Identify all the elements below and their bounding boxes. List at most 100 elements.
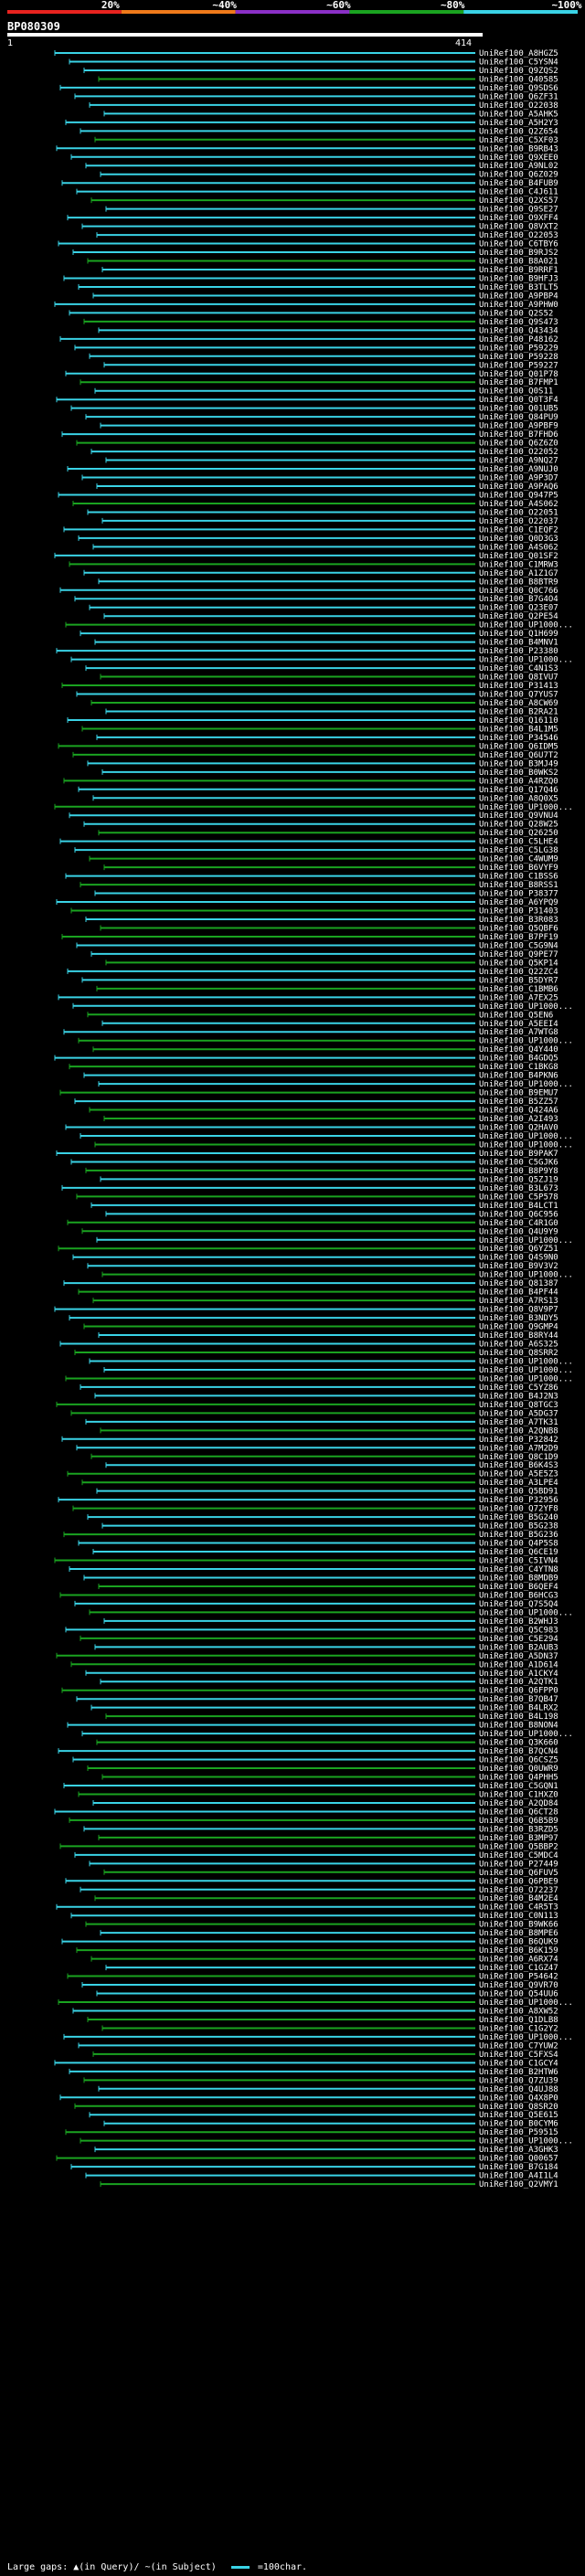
hit-label[interactable]: UniRef100_Q6IDM5 [479,742,558,751]
hit-label[interactable]: UniRef100_C1MRW3 [479,560,558,569]
hit-label[interactable]: UniRef100_B5G236 [479,1531,558,1540]
hit-label[interactable]: UniRef100_B8P9Y8 [479,1167,558,1176]
hit-label[interactable]: UniRef100_P48162 [479,335,558,345]
hit-label[interactable]: UniRef100_A6S325 [479,1341,558,1350]
hit-label[interactable]: UniRef100_C4N1S3 [479,664,558,673]
hit-label[interactable]: UniRef100_B7G184 [479,2163,558,2172]
hit-label[interactable]: UniRef100_B5DYR7 [479,976,558,985]
hit-label[interactable]: UniRef100_UP1000... [479,1236,573,1246]
hit-label[interactable]: UniRef100_Q6U7T2 [479,751,558,760]
hit-label[interactable]: UniRef100_UP1000... [479,803,573,812]
hit-label[interactable]: UniRef100_Q6ZF31 [479,92,558,101]
hit-label[interactable]: UniRef100_Q6Z029 [479,171,558,180]
hit-label[interactable]: UniRef100_Q9ZQS2 [479,67,558,76]
hit-label[interactable]: UniRef100_A2QD84 [479,1799,558,1808]
hit-label[interactable]: UniRef100_B7PF19 [479,933,558,942]
hit-label[interactable]: UniRef100_A4I1L4 [479,2172,558,2181]
hit-label[interactable]: UniRef100_Q01SF2 [479,552,558,561]
hit-label[interactable]: UniRef100_B2AUB3 [479,1643,558,1652]
hit-label[interactable]: UniRef100_Q43434 [479,326,558,335]
hit-label[interactable]: UniRef100_A5EEI4 [479,1020,558,1029]
hit-label[interactable]: UniRef100_Q7YUS7 [479,691,558,700]
hit-label[interactable]: UniRef100_Q1DLB8 [479,2016,558,2025]
hit-label[interactable]: UniRef100_P31413 [479,682,558,691]
hit-label[interactable]: UniRef100_B7QB47 [479,1695,558,1704]
hit-label[interactable]: UniRef100_C5FXS4 [479,2051,558,2060]
hit-label[interactable]: UniRef100_B6K159 [479,1946,558,1956]
hit-label[interactable]: UniRef100_C1HXZ0 [479,1790,558,1799]
hit-label[interactable]: UniRef100_O22038 [479,101,558,111]
hit-label[interactable]: UniRef100_C5MDC4 [479,1851,558,1860]
hit-label[interactable]: UniRef100_B0CYM6 [479,2120,558,2129]
hit-label[interactable]: UniRef100_B9HFJ3 [479,274,558,283]
hit-label[interactable]: UniRef100_Q424A6 [479,1107,558,1116]
hit-label[interactable]: UniRef100_C5P578 [479,1193,558,1202]
hit-label[interactable]: UniRef100_UP1000... [479,1140,573,1150]
hit-label[interactable]: UniRef100_C4R1G0 [479,1219,558,1228]
hit-label[interactable]: UniRef100_A9PAQ6 [479,482,558,492]
hit-label[interactable]: UniRef100_A2QTK1 [479,1678,558,1687]
hit-label[interactable]: UniRef100_B7G4O4 [479,595,558,604]
hit-label[interactable]: UniRef100_Q8C1D9 [479,1453,558,1462]
hit-label[interactable]: UniRef100_A5H2Y3 [479,119,558,128]
hit-label[interactable]: UniRef100_B3MP97 [479,1834,558,1843]
hit-label[interactable]: UniRef100_B9EMU7 [479,1089,558,1098]
hit-label[interactable]: UniRef100_C5YZ86 [479,1383,558,1393]
hit-label[interactable]: UniRef100_Q01P78 [479,370,558,379]
hit-label[interactable]: UniRef100_A7WTG8 [479,1028,558,1037]
hit-label[interactable]: UniRef100_C1EQF2 [479,525,558,535]
hit-label[interactable]: UniRef100_A8HGZ5 [479,49,558,58]
hit-label[interactable]: UniRef100_Q5ZJ19 [479,1175,558,1184]
hit-label[interactable]: UniRef100_C4J611 [479,188,558,197]
hit-label[interactable]: UniRef100_B3MJ49 [479,759,558,769]
hit-label[interactable]: UniRef100_P59227 [479,361,558,370]
hit-label[interactable]: UniRef100_Q28W25 [479,821,558,830]
hit-label[interactable]: UniRef100_Q8SR20 [479,2103,558,2112]
hit-label[interactable]: UniRef100_B3L673 [479,1184,558,1193]
hit-label[interactable]: UniRef100_A5DG37 [479,1409,558,1418]
hit-label[interactable]: UniRef100_A9PBF9 [479,422,558,431]
hit-label[interactable]: UniRef100_B6QUK9 [479,1938,558,1947]
hit-label[interactable]: UniRef100_C5XF03 [479,136,558,145]
hit-label[interactable]: UniRef100_Q2Z654 [479,127,558,136]
hit-label[interactable]: UniRef100_Q0UWR9 [479,1765,558,1774]
hit-label[interactable]: UniRef100_A9NQ27 [479,457,558,466]
hit-label[interactable]: UniRef100_Q6B5B9 [479,1817,558,1826]
hit-label[interactable]: UniRef100_P27449 [479,1860,558,1869]
hit-label[interactable]: UniRef100_P32842 [479,1436,558,1445]
hit-label[interactable]: UniRef100_B9V3V2 [479,1262,558,1271]
hit-label[interactable]: UniRef100_Q9XEE0 [479,154,558,163]
hit-label[interactable]: UniRef100_Q4X8P0 [479,2094,558,2103]
hit-label[interactable]: UniRef100_B4L1M5 [479,725,558,734]
hit-label[interactable]: UniRef100_C5IVN4 [479,1557,558,1566]
hit-label[interactable]: UniRef100_A8XW52 [479,2007,558,2016]
hit-label[interactable]: UniRef100_B3TLT5 [479,283,558,292]
hit-label[interactable]: UniRef100_B9RRF1 [479,266,558,275]
hit-label[interactable]: UniRef100_Q6CE19 [479,1548,558,1557]
hit-label[interactable]: UniRef100_A6YPQ9 [479,898,558,907]
hit-label[interactable]: UniRef100_B8BTR9 [479,578,558,587]
hit-label[interactable]: UniRef100_Q5BBP2 [479,1842,558,1851]
hit-label[interactable]: UniRef100_O72237 [479,1886,558,1895]
hit-label[interactable]: UniRef100_O22037 [479,517,558,526]
hit-label[interactable]: UniRef100_B4J2N3 [479,1392,558,1401]
hit-label[interactable]: UniRef100_Q5E615 [479,2111,558,2120]
hit-label[interactable]: UniRef100_UP1000... [479,1374,573,1383]
hit-label[interactable]: UniRef100_B7QCN4 [479,1747,558,1756]
hit-label[interactable]: UniRef100_Q5KP14 [479,959,558,968]
hit-label[interactable]: UniRef100_A5E5Z3 [479,1470,558,1479]
hit-label[interactable]: UniRef100_Q1H699 [479,630,558,639]
hit-label[interactable]: UniRef100_Q17Q46 [479,786,558,795]
hit-label[interactable]: UniRef100_UP1000... [479,1132,573,1141]
hit-label[interactable]: UniRef100_B8RSS1 [479,881,558,890]
hit-label[interactable]: UniRef100_Q0D3G3 [479,535,558,544]
hit-label[interactable]: UniRef100_C4WUM9 [479,855,558,864]
hit-label[interactable]: UniRef100_B4LRX2 [479,1704,558,1713]
hit-label[interactable]: UniRef100_Q4UJ88 [479,2085,558,2094]
hit-label[interactable]: UniRef100_B4LCT1 [479,1202,558,1211]
hit-label[interactable]: UniRef100_Q9VNU4 [479,811,558,821]
hit-label[interactable]: UniRef100_C6TBY6 [479,240,558,249]
hit-label[interactable]: UniRef100_Q7S5Q4 [479,1600,558,1609]
hit-label[interactable]: UniRef100_Q6FUV5 [479,1869,558,1878]
hit-label[interactable]: UniRef100_B6VYF9 [479,864,558,873]
